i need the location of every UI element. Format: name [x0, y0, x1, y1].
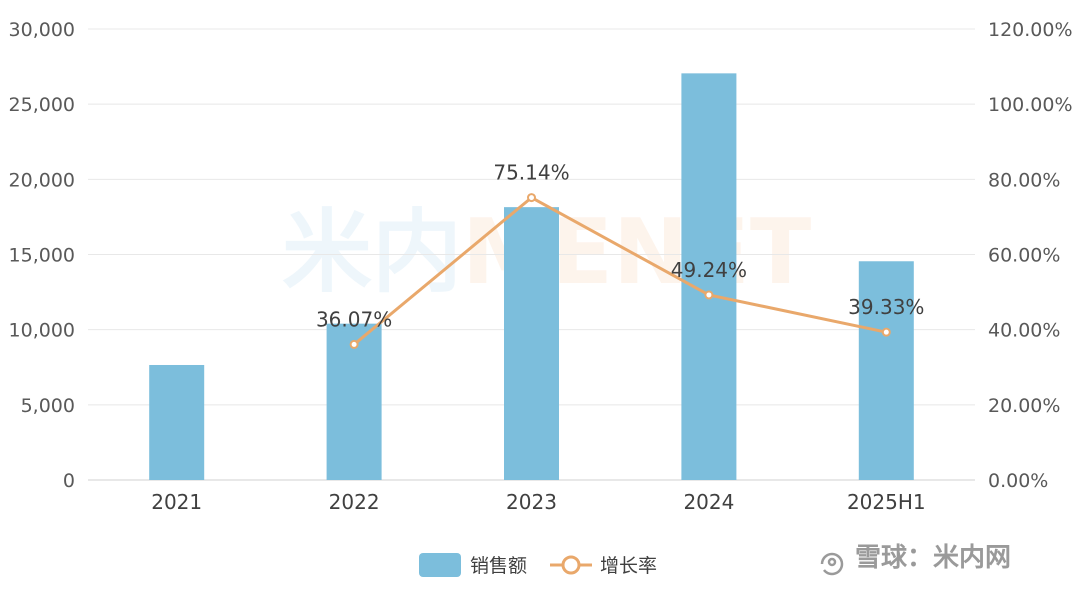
line-point	[527, 193, 536, 203]
growth-line	[353, 196, 887, 346]
legend-bar-swatch	[419, 553, 461, 577]
snowball-logo-icon	[820, 552, 844, 576]
x-tick-label: 2022	[329, 490, 380, 514]
bar-series	[149, 73, 914, 481]
bar	[858, 261, 914, 480]
x-tick-label: 2021	[151, 490, 202, 514]
line-point	[881, 327, 891, 337]
data-label: 39.33%	[848, 295, 924, 319]
y-left-tick-label: 30,000	[9, 19, 75, 41]
y-right-tick-label: 60.00%	[988, 245, 1060, 267]
line-series	[349, 193, 891, 349]
watermark-text: 雪球：米内网	[855, 543, 1011, 573]
x-tick-label: 2025H1	[847, 490, 926, 514]
bar	[681, 73, 737, 481]
x-axis: 2021 2022 2023 2024 2025H1	[151, 490, 925, 514]
y-right-tick-label: 120.00%	[988, 19, 1073, 41]
legend-label-sales: 销售额	[470, 555, 527, 577]
y-right-tick-label: 0.00%	[988, 470, 1048, 492]
line-point	[704, 290, 714, 300]
y-left-tick-label: 5,000	[21, 395, 75, 417]
xueqiu-watermark: 雪球：米内网	[820, 543, 1011, 576]
y-right-tick-label: 100.00%	[988, 94, 1073, 116]
legend-marker-icon	[561, 555, 581, 575]
y-left-tick-label: 15,000	[9, 245, 75, 267]
y-left-tick-label: 10,000	[9, 320, 75, 342]
y-left-tick-label: 0	[63, 470, 75, 492]
y-right-tick-label: 80.00%	[988, 169, 1060, 191]
y-axis-right: 0.00% 20.00% 40.00% 60.00% 80.00% 100.00% 120.…	[988, 19, 1073, 492]
data-label: 36.07%	[316, 307, 392, 331]
data-label: 75.14%	[493, 161, 569, 185]
x-tick-label: 2024	[683, 490, 734, 514]
y-axis-left: 0 5,000 10,000 15,000 20,000 25,000 30,000	[9, 19, 75, 492]
legend: 销售额 增长率	[419, 553, 657, 577]
legend-label-growth: 增长率	[600, 555, 657, 577]
y-right-tick-label: 40.00%	[988, 320, 1060, 342]
data-labels: 36.07% 75.14% 49.24% 39.33%	[316, 161, 924, 332]
x-tick-label: 2023	[506, 490, 557, 514]
y-left-tick-label: 20,000	[9, 169, 75, 191]
bar	[149, 364, 205, 480]
data-label: 49.24%	[671, 258, 747, 282]
bar	[326, 323, 382, 480]
line-point	[349, 339, 359, 349]
y-right-tick-label: 20.00%	[988, 395, 1060, 417]
bar	[504, 207, 559, 480]
logo-chinese: 米内	[282, 200, 462, 305]
y-left-tick-label: 25,000	[9, 94, 75, 116]
